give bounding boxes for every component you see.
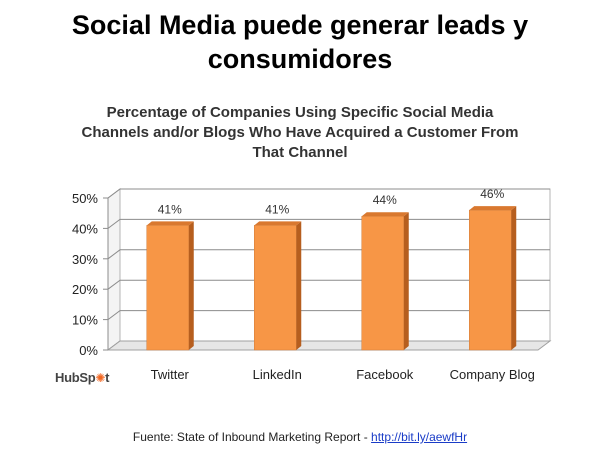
bar-top <box>361 212 409 217</box>
data-label: 41% <box>158 202 182 216</box>
x-tick-label: LinkedIn <box>253 367 302 382</box>
bar-side <box>296 221 302 350</box>
y-tick-label: 10% <box>72 313 98 328</box>
bar <box>254 225 297 351</box>
chart-title: Percentage of Companies Using Specific S… <box>60 103 540 163</box>
bar-top <box>254 221 302 226</box>
slide-title: Social Media puede generar leads y consu… <box>0 8 600 76</box>
logo-text-a: HubSp <box>55 370 96 385</box>
x-tick-label: Company Blog <box>450 367 535 382</box>
bar-top <box>469 206 517 211</box>
slide-title-line2: consumidores <box>207 44 393 74</box>
source-note: Fuente: State of Inbound Marketing Repor… <box>0 430 600 444</box>
x-tick-label: Twitter <box>151 367 190 382</box>
data-label: 46% <box>480 187 504 201</box>
y-tick-label: 20% <box>72 282 98 297</box>
slide-title-line1: Social Media puede generar leads y <box>71 10 529 40</box>
data-label: 41% <box>265 202 289 216</box>
chart-title-line3: That Channel <box>252 144 348 161</box>
data-label: 44% <box>373 193 397 207</box>
bar-side <box>511 206 517 350</box>
chart-title-line1: Percentage of Companies Using Specific S… <box>106 104 494 121</box>
source-text: Fuente: State of Inbound Marketing Repor… <box>132 430 372 444</box>
chart-title-line2: Channels and/or Blogs Who Have Acquired … <box>81 124 519 141</box>
bar <box>146 225 189 351</box>
y-tick-label: 0% <box>79 343 98 358</box>
gridline <box>107 188 550 199</box>
bar-side <box>403 212 409 350</box>
bar-side <box>188 221 194 350</box>
y-tick-label: 30% <box>72 252 98 267</box>
bar-top <box>146 221 194 226</box>
plot-side-wall <box>107 188 121 351</box>
sprocket-icon: ✺ <box>95 371 106 385</box>
x-tick-label: Facebook <box>356 367 414 382</box>
bar <box>469 209 512 351</box>
logo-text-b: t <box>105 370 110 385</box>
bar <box>361 215 404 351</box>
y-tick-label: 40% <box>72 221 98 236</box>
hubspot-logo: HubSp✺t <box>55 370 109 385</box>
y-tick-label: 50% <box>72 191 98 206</box>
source-link[interactable]: http://bit.ly/aewfHr <box>371 430 468 444</box>
